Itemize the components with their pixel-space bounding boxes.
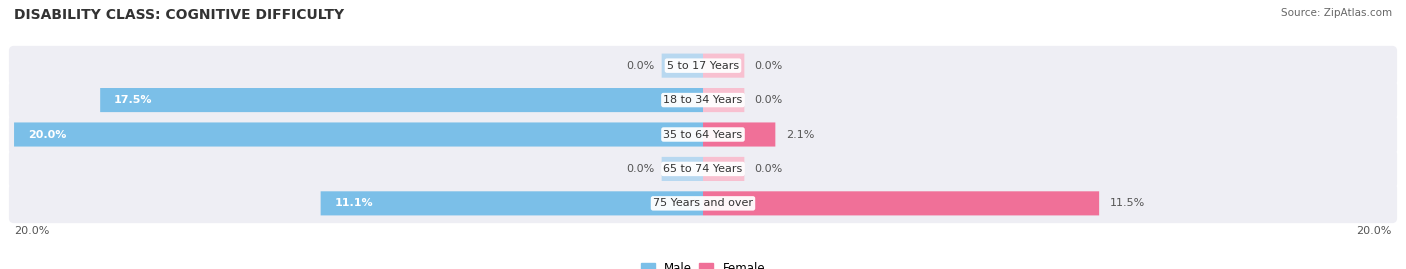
Text: 65 to 74 Years: 65 to 74 Years bbox=[664, 164, 742, 174]
Text: 0.0%: 0.0% bbox=[627, 61, 655, 71]
Text: 0.0%: 0.0% bbox=[755, 61, 783, 71]
Text: 0.0%: 0.0% bbox=[627, 164, 655, 174]
Text: 35 to 64 Years: 35 to 64 Years bbox=[664, 129, 742, 140]
Text: Source: ZipAtlas.com: Source: ZipAtlas.com bbox=[1281, 8, 1392, 18]
Text: 20.0%: 20.0% bbox=[1357, 226, 1392, 236]
Legend: Male, Female: Male, Female bbox=[636, 258, 770, 269]
Text: 20.0%: 20.0% bbox=[14, 226, 49, 236]
FancyBboxPatch shape bbox=[8, 183, 1398, 223]
FancyBboxPatch shape bbox=[703, 122, 775, 147]
FancyBboxPatch shape bbox=[703, 54, 744, 78]
FancyBboxPatch shape bbox=[8, 46, 1398, 86]
Text: 0.0%: 0.0% bbox=[755, 95, 783, 105]
FancyBboxPatch shape bbox=[662, 157, 703, 181]
FancyBboxPatch shape bbox=[703, 191, 1099, 215]
FancyBboxPatch shape bbox=[662, 54, 703, 78]
FancyBboxPatch shape bbox=[14, 122, 703, 147]
Text: DISABILITY CLASS: COGNITIVE DIFFICULTY: DISABILITY CLASS: COGNITIVE DIFFICULTY bbox=[14, 8, 344, 22]
Text: 2.1%: 2.1% bbox=[786, 129, 814, 140]
FancyBboxPatch shape bbox=[8, 115, 1398, 154]
FancyBboxPatch shape bbox=[321, 191, 703, 215]
FancyBboxPatch shape bbox=[8, 80, 1398, 120]
FancyBboxPatch shape bbox=[703, 157, 744, 181]
FancyBboxPatch shape bbox=[100, 88, 703, 112]
Text: 11.5%: 11.5% bbox=[1109, 198, 1144, 208]
Text: 11.1%: 11.1% bbox=[335, 198, 373, 208]
Text: 5 to 17 Years: 5 to 17 Years bbox=[666, 61, 740, 71]
Text: 75 Years and over: 75 Years and over bbox=[652, 198, 754, 208]
Text: 18 to 34 Years: 18 to 34 Years bbox=[664, 95, 742, 105]
Text: 0.0%: 0.0% bbox=[755, 164, 783, 174]
Text: 17.5%: 17.5% bbox=[114, 95, 152, 105]
FancyBboxPatch shape bbox=[703, 88, 744, 112]
FancyBboxPatch shape bbox=[8, 149, 1398, 189]
Text: 20.0%: 20.0% bbox=[28, 129, 66, 140]
